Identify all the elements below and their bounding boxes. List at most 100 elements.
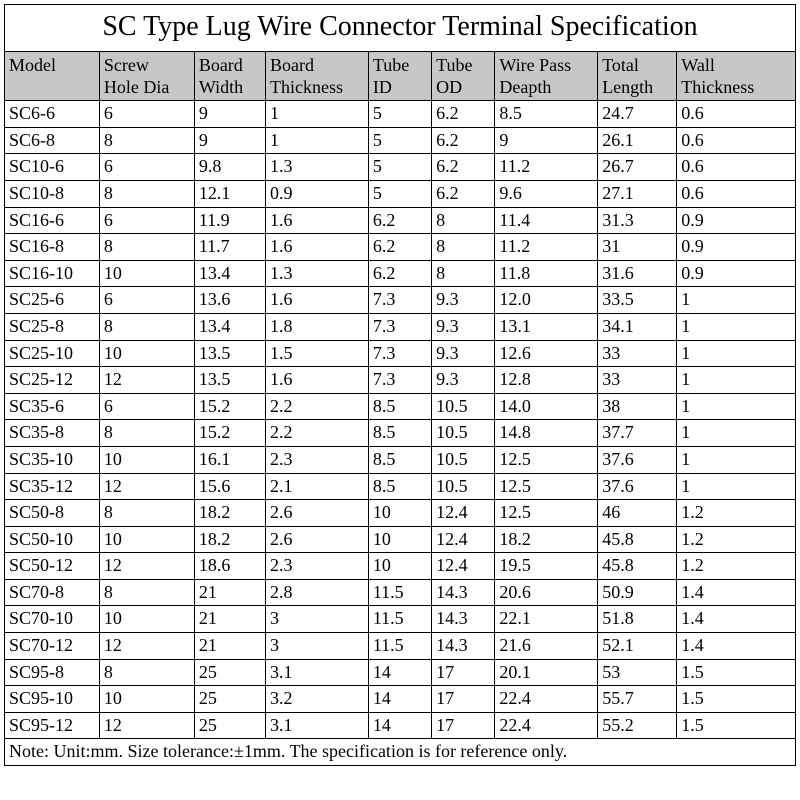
table-cell: 37.6 <box>598 446 677 473</box>
table-cell: 7.3 <box>368 367 431 394</box>
col-header-wire-pass-depth: Wire PassDeapth <box>495 52 598 101</box>
table-row: SC16-6611.91.66.2811.431.30.9 <box>5 207 796 234</box>
table-cell: 8 <box>432 234 495 261</box>
table-row: SC25-6613.61.67.39.312.033.51 <box>5 287 796 314</box>
table-cell: 1.2 <box>677 553 796 580</box>
table-cell: 10 <box>99 606 194 633</box>
table-cell: 1.5 <box>677 712 796 739</box>
table-cell: 9.3 <box>432 340 495 367</box>
table-cell: 1.5 <box>677 686 796 713</box>
table-cell: 6.2 <box>368 207 431 234</box>
table-cell: 1.6 <box>266 234 369 261</box>
table-cell: 17 <box>432 659 495 686</box>
table-cell: 0.6 <box>677 101 796 128</box>
table-cell: 5 <box>368 180 431 207</box>
table-row: SC50-121218.62.31012.419.545.81.2 <box>5 553 796 580</box>
table-cell: 12.4 <box>432 500 495 527</box>
table-cell: SC50-10 <box>5 526 100 553</box>
table-cell: 9.3 <box>432 367 495 394</box>
table-cell: 1 <box>677 420 796 447</box>
table-cell: 12.8 <box>495 367 598 394</box>
table-row: SC6-669156.28.524.70.6 <box>5 101 796 128</box>
table-cell: 8 <box>99 313 194 340</box>
table-cell: 8 <box>99 127 194 154</box>
table-cell: 14.0 <box>495 393 598 420</box>
table-cell: 3.1 <box>266 659 369 686</box>
table-cell: 6.2 <box>368 234 431 261</box>
table-cell: 3 <box>266 606 369 633</box>
table-cell: 9.3 <box>432 287 495 314</box>
table-cell: SC16-8 <box>5 234 100 261</box>
table-cell: 8.5 <box>368 446 431 473</box>
page-title: SC Type Lug Wire Connector Terminal Spec… <box>4 4 796 51</box>
table-cell: 33 <box>598 340 677 367</box>
table-cell: 15.2 <box>194 420 265 447</box>
table-cell: 5 <box>368 127 431 154</box>
table-cell: 12.4 <box>432 553 495 580</box>
table-cell: 12.6 <box>495 340 598 367</box>
table-cell: 33.5 <box>598 287 677 314</box>
table-cell: 6 <box>99 101 194 128</box>
table-cell: SC95-8 <box>5 659 100 686</box>
table-cell: 18.2 <box>194 526 265 553</box>
table-cell: 55.2 <box>598 712 677 739</box>
table-cell: 11.7 <box>194 234 265 261</box>
table-cell: 12 <box>99 633 194 660</box>
table-cell: 1 <box>677 393 796 420</box>
table-cell: 10 <box>368 500 431 527</box>
table-cell: 3 <box>266 633 369 660</box>
table-cell: 10 <box>99 446 194 473</box>
table-cell: 8 <box>432 207 495 234</box>
table-cell: 14.3 <box>432 606 495 633</box>
table-cell: SC70-12 <box>5 633 100 660</box>
table-cell: 16.1 <box>194 446 265 473</box>
table-cell: 8 <box>99 659 194 686</box>
table-cell: 2.3 <box>266 553 369 580</box>
table-row: SC95-1212253.1141722.455.21.5 <box>5 712 796 739</box>
table-cell: 1 <box>266 101 369 128</box>
table-cell: 24.7 <box>598 101 677 128</box>
table-cell: 1 <box>677 473 796 500</box>
table-cell: 10.5 <box>432 393 495 420</box>
table-cell: 31.6 <box>598 260 677 287</box>
table-row: SC50-8818.22.61012.412.5461.2 <box>5 500 796 527</box>
table-cell: 1 <box>677 287 796 314</box>
col-header-screw-hole-dia: ScrewHole Dia <box>99 52 194 101</box>
table-cell: 9.3 <box>432 313 495 340</box>
table-cell: 8.5 <box>368 420 431 447</box>
table-row: SC10-669.81.356.211.226.70.6 <box>5 154 796 181</box>
table-cell: 8.5 <box>368 473 431 500</box>
table-cell: 17 <box>432 686 495 713</box>
table-row: SC50-101018.22.61012.418.245.81.2 <box>5 526 796 553</box>
table-cell: 9 <box>194 101 265 128</box>
table-cell: 10 <box>99 526 194 553</box>
table-cell: 1.6 <box>266 367 369 394</box>
table-cell: SC25-6 <box>5 287 100 314</box>
table-cell: SC10-6 <box>5 154 100 181</box>
table-cell: 1.5 <box>266 340 369 367</box>
table-cell: 2.2 <box>266 420 369 447</box>
table-cell: 22.1 <box>495 606 598 633</box>
table-cell: SC50-12 <box>5 553 100 580</box>
table-cell: SC95-12 <box>5 712 100 739</box>
table-cell: 25 <box>194 712 265 739</box>
table-cell: SC95-10 <box>5 686 100 713</box>
table-cell: 1.4 <box>677 633 796 660</box>
table-cell: 6 <box>99 287 194 314</box>
table-cell: 7.3 <box>368 340 431 367</box>
table-cell: SC35-10 <box>5 446 100 473</box>
spec-table: Model ScrewHole Dia BoardWidth BoardThic… <box>4 51 796 766</box>
table-cell: 45.8 <box>598 553 677 580</box>
table-cell: 14.3 <box>432 579 495 606</box>
table-cell: 2.6 <box>266 500 369 527</box>
table-cell: 8.5 <box>495 101 598 128</box>
table-cell: 25 <box>194 659 265 686</box>
table-cell: 22.4 <box>495 686 598 713</box>
table-cell: 10.5 <box>432 446 495 473</box>
table-cell: SC6-8 <box>5 127 100 154</box>
table-cell: 1 <box>677 367 796 394</box>
table-row: SC95-1010253.2141722.455.71.5 <box>5 686 796 713</box>
table-cell: 11.5 <box>368 633 431 660</box>
table-cell: 13.4 <box>194 260 265 287</box>
table-row: SC35-8815.22.28.510.514.837.71 <box>5 420 796 447</box>
